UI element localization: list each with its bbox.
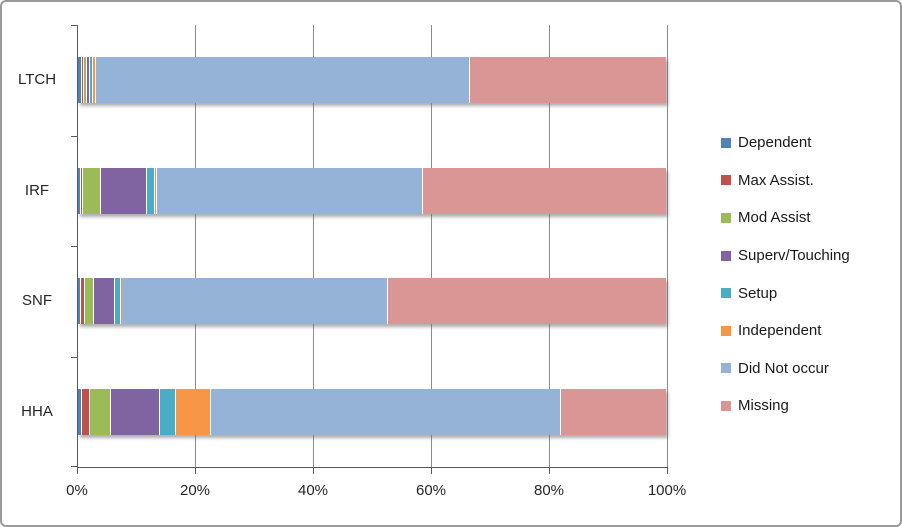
bar-segment-mod-assist	[84, 278, 93, 325]
category-label-irf: IRF	[24, 181, 50, 199]
category-label-hha: HHA	[21, 402, 53, 420]
legend-item-mod-assist: Mod Assist	[721, 199, 850, 237]
bar-segment-max-assist-	[81, 167, 82, 214]
legend-item-independent: Independent	[721, 312, 850, 350]
legend-item-max-assist-: Max Assist.	[721, 162, 850, 200]
bar-row-irf	[78, 167, 666, 214]
legend-swatch-icon	[721, 400, 731, 411]
x-tick-label: 0%	[66, 482, 88, 499]
legend-swatch-icon	[721, 137, 731, 148]
legend-label: Dependent	[738, 134, 812, 152]
bar-row-ltch	[78, 57, 667, 104]
x-axis-tick	[431, 467, 432, 474]
legend-item-did-not-occur: Did Not occur	[721, 350, 850, 388]
legend-item-superv-touching: Superv/Touching	[721, 237, 850, 275]
legend-label: Independent	[738, 322, 822, 340]
x-axis-tick	[77, 467, 78, 474]
bar-segment-setup	[160, 388, 175, 435]
bar-segment-missing	[561, 388, 666, 435]
legend-label: Missing	[738, 397, 789, 415]
bar-segment-did-not-occur	[210, 388, 561, 435]
category-label-snf: SNF	[22, 292, 52, 310]
y-axis-tick	[71, 25, 77, 26]
gridline	[431, 25, 432, 467]
y-axis-tick	[71, 356, 77, 358]
bar-segment-setup	[115, 278, 120, 325]
x-tick-label: 40%	[297, 482, 329, 499]
bar-segment-superv-touching	[93, 278, 115, 325]
gridline	[549, 25, 550, 467]
x-tick-label: 20%	[179, 482, 211, 499]
bar-segment-missing	[470, 57, 667, 104]
bar-segment-did-not-occur	[122, 278, 388, 325]
x-tick-label: 60%	[415, 482, 447, 499]
bar-row-snf	[78, 278, 666, 325]
legend-swatch-icon	[721, 363, 731, 374]
y-axis-tick	[71, 466, 77, 467]
legend-swatch-icon	[721, 325, 731, 336]
bar-segment-dependent	[78, 57, 81, 104]
y-axis-tick	[71, 135, 77, 137]
bar-segment-independent	[92, 57, 96, 104]
legend-label: Superv/Touching	[738, 247, 850, 265]
bar-row-hha	[78, 388, 666, 435]
x-tick-label: 100%	[647, 482, 687, 499]
bar-segment-superv-touching	[111, 388, 160, 435]
y-axis-line	[77, 25, 78, 467]
x-axis-tick	[313, 467, 314, 474]
bar-segment-independent	[175, 388, 210, 435]
legend-label: Max Assist.	[738, 171, 814, 189]
category-label-ltch: LTCH	[17, 71, 57, 89]
bar-segment-missing	[422, 167, 666, 214]
bar-segment-dependent	[78, 388, 82, 435]
legend-swatch-icon	[721, 212, 731, 223]
legend: Dependent Max Assist. Mod Assist Superv/Tou…	[721, 124, 850, 425]
legend-label: Did Not occur	[738, 359, 829, 377]
bar-segment-setup	[146, 167, 155, 214]
gridline	[195, 25, 196, 467]
legend-label: Setup	[738, 284, 778, 302]
bar-segment-independent	[155, 167, 156, 214]
bar-segment-superv-touching	[101, 167, 146, 214]
gridline	[667, 25, 668, 467]
x-axis-line	[77, 467, 667, 468]
bar-segment-did-not-occur	[156, 167, 422, 214]
bar-segment-max-assist-	[81, 57, 84, 104]
bar-segment-independent	[120, 278, 122, 325]
legend-swatch-icon	[721, 250, 731, 261]
bar-segment-mod-assist	[84, 57, 86, 104]
x-axis-tick	[549, 467, 550, 474]
bar-segment-mod-assist	[89, 388, 111, 435]
bar-segment-did-not-occur	[96, 57, 470, 104]
legend-label: Mod Assist	[738, 209, 811, 227]
bar-segment-dependent	[78, 278, 80, 325]
bar-segment-missing	[388, 278, 666, 325]
x-axis-tick	[667, 467, 668, 474]
bar-segment-mod-assist	[82, 167, 101, 214]
bar-segment-superv-touching	[86, 57, 90, 104]
legend-item-setup: Setup	[721, 274, 850, 312]
bar-segment-max-assist-	[80, 278, 84, 325]
gridline	[313, 25, 314, 467]
x-tick-label: 80%	[533, 482, 565, 499]
y-axis-tick	[71, 246, 77, 247]
x-axis-tick	[195, 467, 196, 474]
legend-swatch-icon	[721, 288, 731, 299]
legend-swatch-icon	[721, 175, 731, 186]
legend-item-missing: Missing	[721, 387, 850, 425]
legend-item-dependent: Dependent	[721, 124, 850, 162]
plot-area: 0% 20% 40% 60% 80% 100% LTCH IRF SNF HHA	[18, 25, 686, 499]
bar-segment-max-assist-	[82, 388, 89, 435]
bar-segment-setup	[90, 57, 92, 104]
bar-segment-dependent	[78, 167, 81, 214]
